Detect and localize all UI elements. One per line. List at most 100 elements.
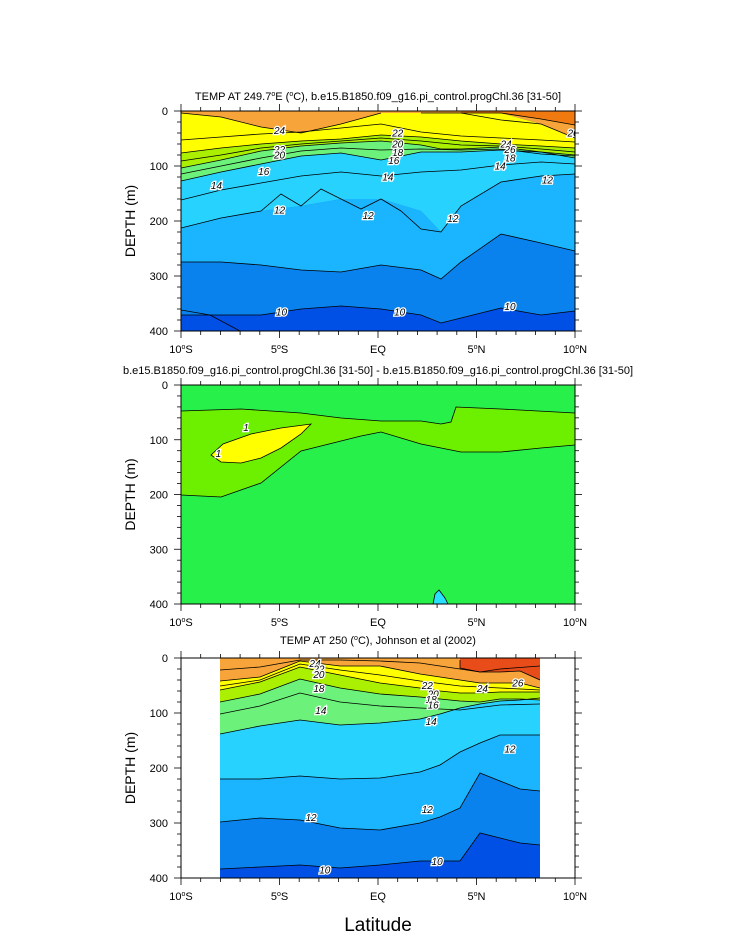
isotherm-20 (181, 134, 575, 154)
obs-isotherm-15 (220, 692, 540, 715)
contour-label: 10 (393, 306, 407, 320)
svg-text:18: 18 (313, 684, 325, 695)
x-tick-label: EQ (370, 891, 386, 903)
temp-region-26 (461, 111, 575, 125)
svg-text:12: 12 (422, 805, 434, 816)
svg-text:14: 14 (211, 181, 223, 192)
y-tick-label: 100 (150, 161, 168, 173)
contour-label: 12 (304, 812, 318, 826)
x-axis-label: Latitude (344, 915, 412, 936)
svg-text:26: 26 (566, 129, 579, 140)
isotherm-14 (181, 149, 575, 182)
y-tick-label: 400 (150, 599, 168, 611)
contour-label: 14 (381, 171, 395, 185)
contour-label: 12 (361, 210, 375, 224)
contour-label: 20 (272, 149, 287, 163)
obs-isotherm-16 (220, 678, 540, 703)
contour-label: 18 (391, 147, 405, 161)
svg-text:10: 10 (394, 307, 406, 318)
svg-text:14: 14 (495, 162, 507, 173)
obs-region-13 (220, 698, 540, 779)
contour-label: 24 (475, 683, 490, 697)
svg-text:14: 14 (382, 173, 394, 184)
contour-label: 12 (420, 804, 434, 818)
panel-top-title: TEMP AT 249.7oE (oC), b.e15.B1850.f09_g1… (195, 91, 561, 103)
svg-text:12: 12 (504, 744, 516, 755)
svg-text:22: 22 (391, 129, 404, 140)
contour-label: 26 (510, 677, 525, 691)
contour-label: 10 (430, 856, 444, 870)
x-tick-label: EQ (370, 617, 386, 629)
svg-text:20: 20 (427, 689, 440, 700)
svg-text:18: 18 (504, 153, 516, 164)
contour-label: 16 (257, 166, 271, 180)
panel-middle-field: 11 (181, 385, 575, 604)
panel-top: TEMP AT 249.7oE (oC), b.e15.B1850.f09_g1… (122, 91, 587, 356)
svg-text:12: 12 (542, 175, 554, 186)
obs-isotherm-26 (459, 660, 540, 681)
contour-label: 10 (318, 864, 332, 878)
isotherm-22 (181, 123, 575, 143)
obs-isotherm-14 (220, 697, 540, 735)
svg-text:12: 12 (274, 206, 286, 217)
svg-text:12: 12 (305, 813, 317, 824)
x-tick-label: 5oN (468, 344, 486, 356)
y-axis-label: DEPTH (m) (122, 732, 138, 804)
svg-text:10: 10 (319, 865, 331, 876)
contour-label: 1 (214, 448, 222, 462)
contour-label: 26 (502, 144, 517, 158)
svg-text:1: 1 (243, 423, 249, 434)
panel-middle-labels: 11 (214, 422, 250, 462)
isotherm-24b (421, 112, 575, 139)
isotherm-10-corner (181, 309, 241, 331)
contour-label: 18 (424, 694, 438, 708)
diff-contour-positive (210, 423, 313, 464)
isotherm-12 (181, 173, 575, 233)
diff-contour-negative (432, 589, 449, 604)
svg-text:20: 20 (391, 140, 404, 151)
contour-label: 22 (311, 663, 326, 677)
svg-text:14: 14 (315, 706, 327, 717)
panel-bottom-contour-lines (220, 659, 540, 870)
contour-label: 22 (419, 680, 434, 694)
diff-contour-lower (181, 431, 575, 498)
svg-text:20: 20 (273, 151, 286, 162)
y-axis-label: DEPTH (m) (122, 458, 138, 530)
svg-text:12: 12 (363, 211, 375, 222)
y-tick-label: 0 (162, 653, 168, 665)
contour-label: 18 (503, 152, 517, 166)
contour-label: 22 (272, 144, 287, 158)
x-tick-label: 10oN (563, 891, 587, 903)
contour-label: 24 (307, 658, 322, 671)
svg-text:10: 10 (276, 307, 288, 318)
svg-text:16: 16 (388, 156, 400, 167)
contour-label: 14 (424, 716, 438, 730)
contour-label: 24 (272, 125, 287, 139)
y-axis-label: DEPTH (m) (122, 185, 138, 257)
svg-text:10: 10 (504, 302, 516, 313)
svg-text:22: 22 (421, 681, 434, 692)
x-tick-label: 5oS (271, 617, 288, 629)
obs-isotherm-24 (220, 659, 540, 673)
x-tick-label: 5oN (468, 617, 486, 629)
y-tick-label: 100 (150, 435, 168, 447)
contour-label: 12 (503, 743, 517, 757)
temp-region-24 (181, 111, 575, 138)
x-tick-label: 10oN (563, 617, 587, 629)
contour-label: 16 (426, 699, 440, 713)
y-tick-label: 100 (150, 708, 168, 720)
contour-label: 18 (312, 683, 326, 697)
contour-label: 10 (503, 301, 517, 315)
contour-label: 12 (273, 204, 287, 218)
obs-region-11 (220, 773, 540, 869)
svg-text:16: 16 (258, 167, 270, 178)
svg-text:20: 20 (312, 670, 325, 681)
svg-text:10: 10 (432, 857, 444, 868)
